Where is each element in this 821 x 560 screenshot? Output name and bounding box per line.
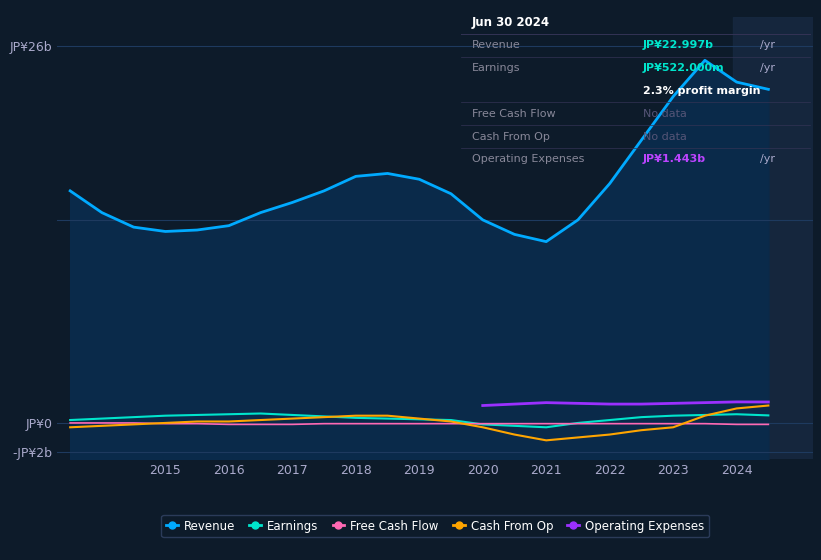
Text: Revenue: Revenue bbox=[472, 40, 521, 50]
Text: Jun 30 2024: Jun 30 2024 bbox=[472, 16, 550, 29]
Text: Operating Expenses: Operating Expenses bbox=[472, 155, 585, 165]
Text: /yr: /yr bbox=[759, 40, 775, 50]
Text: Cash From Op: Cash From Op bbox=[472, 132, 550, 142]
Text: No data: No data bbox=[643, 109, 686, 119]
Text: /yr: /yr bbox=[759, 63, 775, 73]
Text: No data: No data bbox=[643, 132, 686, 142]
Bar bbox=[733, 17, 813, 459]
Text: JP¥522.000m: JP¥522.000m bbox=[643, 63, 724, 73]
Text: Earnings: Earnings bbox=[472, 63, 521, 73]
Text: JP¥1.443b: JP¥1.443b bbox=[643, 155, 706, 165]
Legend: Revenue, Earnings, Free Cash Flow, Cash From Op, Operating Expenses: Revenue, Earnings, Free Cash Flow, Cash … bbox=[162, 515, 709, 538]
Text: /yr: /yr bbox=[759, 155, 775, 165]
Text: 2.3% profit margin: 2.3% profit margin bbox=[643, 86, 760, 96]
Text: Free Cash Flow: Free Cash Flow bbox=[472, 109, 556, 119]
Text: JP¥22.997b: JP¥22.997b bbox=[643, 40, 713, 50]
